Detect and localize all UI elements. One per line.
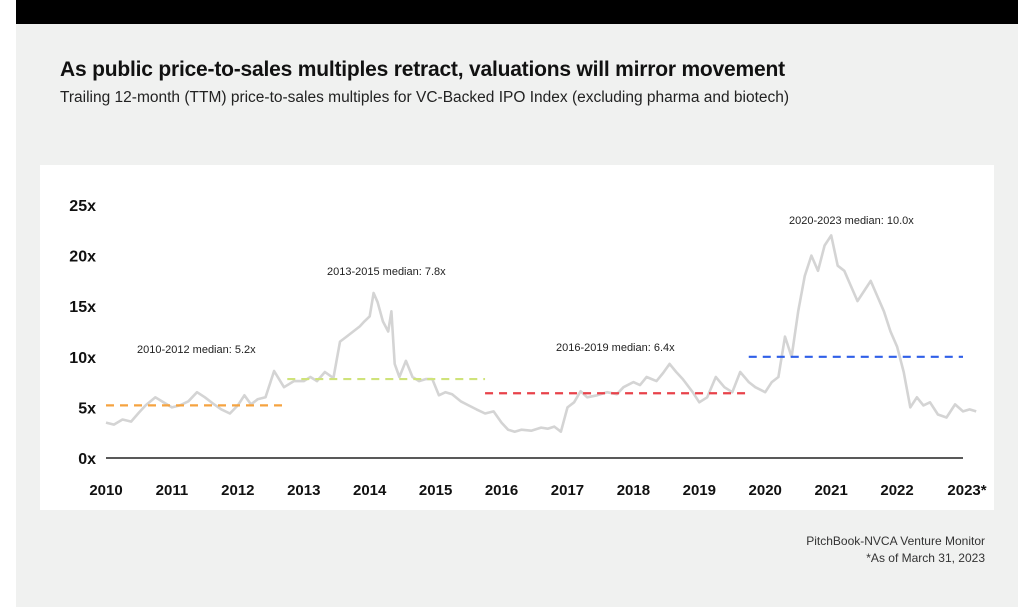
- x-tick-label: 2010: [89, 482, 122, 499]
- page-title: As public price-to-sales multiples retra…: [60, 58, 785, 81]
- x-tick-label: 2022: [880, 482, 913, 499]
- x-axis-ticks: 2010 2011 2012 2013 2014 2015 2016 2017 2018 2019…: [89, 482, 986, 499]
- x-tick-label: 2015: [419, 482, 452, 499]
- median-label: 2020-2023 median: 10.0x: [789, 215, 914, 227]
- source-text: PitchBook-NVCA Venture Monitor: [806, 534, 985, 548]
- as-of-note: *As of March 31, 2023: [866, 551, 985, 565]
- y-tick-label: 25x: [69, 198, 96, 215]
- x-tick-label: 2017: [551, 482, 584, 499]
- x-tick-label: 2014: [353, 482, 387, 499]
- x-tick-label: 2012: [221, 482, 254, 499]
- median-label: 2013-2015 median: 7.8x: [327, 266, 446, 278]
- median-label: 2010-2012 median: 5.2x: [137, 344, 256, 356]
- median-layer: 2010-2012 median: 5.2x 2013-2015 median: …: [106, 215, 963, 407]
- chart-card: 0x 5x 10x 15x 20x 25x 2010 2011 2012 2013 2014 201…: [40, 165, 994, 510]
- x-tick-label: 2021: [814, 482, 847, 499]
- series-layer: [105, 234, 977, 434]
- series-line: [105, 234, 977, 434]
- y-tick-label: 5x: [78, 400, 96, 417]
- x-tick-label: 2023*: [947, 482, 986, 499]
- median-label: 2016-2019 median: 6.4x: [556, 342, 675, 354]
- x-tick-label: 2016: [485, 482, 518, 499]
- top-bar: [16, 0, 1018, 24]
- y-tick-label: 10x: [69, 350, 96, 367]
- source-note: PitchBook-NVCA Venture Monitor *As of Ma…: [806, 533, 985, 567]
- x-tick-label: 2011: [156, 482, 189, 499]
- y-tick-label: 0x: [78, 451, 96, 468]
- x-tick-label: 2019: [683, 482, 716, 499]
- y-tick-label: 20x: [69, 249, 96, 266]
- x-tick-label: 2018: [617, 482, 650, 499]
- page-subtitle: Trailing 12-month (TTM) price-to-sales m…: [60, 89, 790, 106]
- x-tick-label: 2020: [749, 482, 782, 499]
- y-axis-ticks: 0x 5x 10x 15x 20x 25x: [69, 198, 96, 468]
- y-tick-label: 15x: [69, 299, 96, 316]
- x-tick-label: 2013: [287, 482, 320, 499]
